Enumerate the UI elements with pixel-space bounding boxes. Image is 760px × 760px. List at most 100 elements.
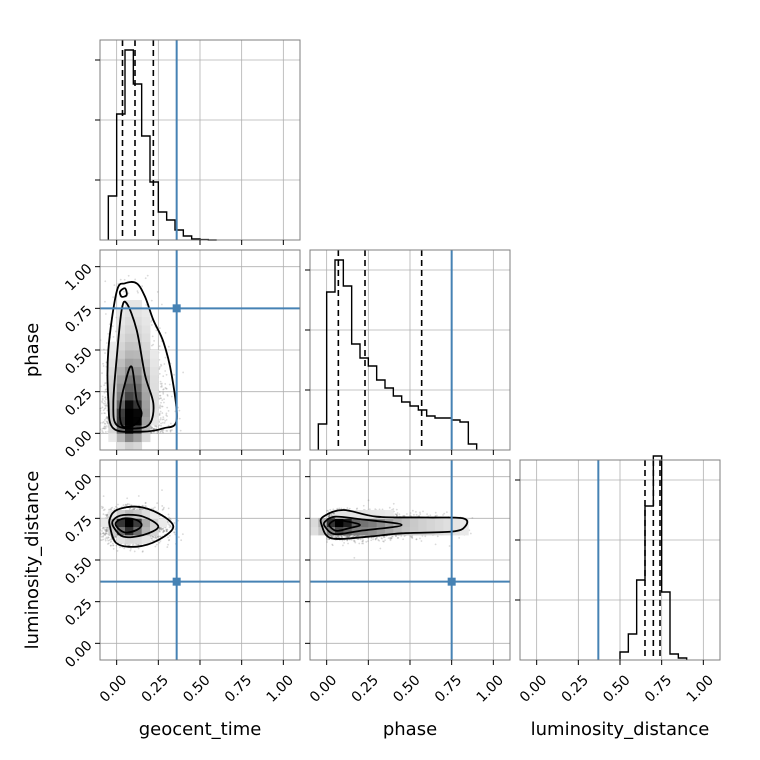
sample-point [101, 427, 104, 430]
y-tick-label: 0.00 [62, 428, 95, 461]
sample-point [162, 416, 165, 419]
sample-point [158, 327, 161, 329]
sample-point [117, 503, 119, 506]
sample-point [151, 335, 154, 338]
sample-point [162, 392, 165, 395]
sample-point [103, 391, 106, 394]
sample-point [145, 303, 148, 306]
sample-point [164, 370, 167, 372]
hist-panel-phase [305, 249, 511, 455]
sample-point [129, 507, 131, 510]
sample-point [101, 400, 103, 403]
density-cell [141, 400, 151, 409]
sample-point [107, 332, 110, 335]
sample-point [160, 364, 163, 367]
sample-point [101, 530, 103, 532]
density-cell [125, 441, 134, 451]
density-cell [125, 416, 134, 426]
sample-point [114, 330, 117, 333]
sample-point [150, 537, 153, 540]
sample-point [102, 495, 105, 498]
density-cell [141, 350, 151, 359]
histogram-step [107, 49, 217, 241]
density-cell [116, 375, 126, 384]
sample-point [162, 431, 165, 434]
density-panel-geocent_time-phase: 0.000.250.500.751.00 [62, 249, 301, 461]
density-cell [141, 341, 151, 351]
y-tick-label: 1.00 [62, 261, 95, 294]
sample-point [166, 415, 169, 418]
sample-point [129, 549, 132, 552]
sample-point [111, 325, 114, 328]
sample-point [102, 427, 105, 430]
sample-point [162, 429, 165, 431]
sample-point [161, 505, 164, 507]
density-cell [125, 391, 134, 401]
sample-point [171, 429, 173, 431]
sample-point [103, 400, 106, 403]
sample-point [102, 535, 104, 538]
sample-point [102, 365, 105, 367]
sample-point [105, 425, 108, 428]
sample-point [104, 280, 107, 283]
sample-point [102, 409, 105, 412]
sample-point [158, 345, 161, 348]
sample-point [123, 290, 125, 293]
sample-point [100, 385, 102, 388]
density-cell [141, 325, 151, 334]
sample-point [162, 401, 165, 404]
sample-point [137, 291, 139, 294]
sample-point [127, 292, 130, 295]
sample-point [178, 409, 181, 412]
sample-point [150, 431, 152, 434]
sample-point [114, 536, 117, 538]
sample-point [104, 313, 107, 315]
sample-point [106, 421, 109, 424]
sample-point [164, 356, 167, 359]
sample-point [104, 404, 106, 407]
y-tick-label: 0.50 [62, 344, 95, 377]
sample-point [164, 419, 167, 422]
sample-point [114, 505, 117, 508]
sample-point [170, 395, 173, 398]
sample-point [160, 424, 162, 427]
sample-point [166, 394, 169, 397]
sample-point [158, 391, 161, 393]
sample-point [159, 407, 162, 410]
density-cell [125, 400, 134, 409]
sample-point [156, 502, 159, 504]
sample-point [160, 385, 162, 388]
sample-point [150, 426, 153, 429]
sample-point [110, 507, 113, 510]
sample-point [101, 430, 104, 432]
sample-point [167, 409, 170, 412]
density-cell [116, 325, 126, 334]
density-cell [116, 366, 126, 376]
sample-point [152, 427, 155, 430]
sample-point [162, 375, 165, 378]
sample-point [167, 543, 169, 546]
density-cell [108, 433, 118, 443]
sample-point [158, 412, 161, 415]
truth-marker [172, 304, 181, 313]
sample-point [101, 401, 104, 404]
density-panel-geocent_time-luminosity_distance: 0.000.250.500.751.000.00 0.25 0.50 0.75 1.00 [62, 459, 301, 706]
sample-point [124, 543, 127, 546]
sample-point [173, 373, 176, 376]
sample-point [165, 414, 168, 416]
sample-point [151, 344, 153, 347]
sample-point [162, 418, 165, 421]
sample-point [119, 546, 121, 549]
sample-point [103, 408, 106, 410]
x-tick-label: 0.25 [559, 672, 592, 705]
sample-point [103, 425, 106, 428]
sample-point [101, 398, 104, 401]
x-tick-label: 0.50 [600, 672, 633, 705]
sample-point [109, 541, 112, 543]
sample-point [103, 412, 106, 415]
density-cell [125, 433, 134, 443]
sample-point [130, 547, 132, 550]
sample-point [105, 398, 107, 401]
sample-point [157, 535, 160, 538]
sample-point [106, 415, 109, 418]
